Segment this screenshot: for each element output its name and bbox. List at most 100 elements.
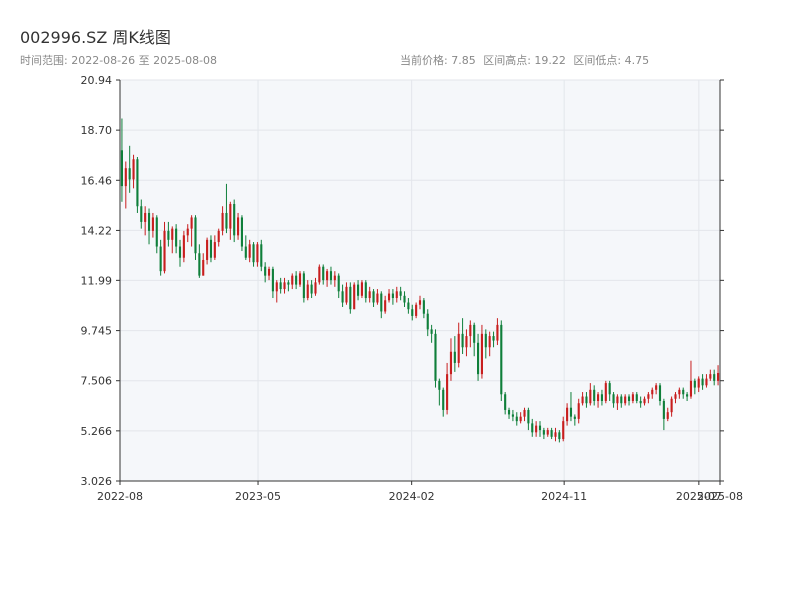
candle-body <box>538 425 542 431</box>
candle-body <box>635 394 638 401</box>
candle-body <box>167 230 170 240</box>
candle-body <box>473 324 476 343</box>
candle-body <box>271 268 274 292</box>
candle-body <box>175 228 178 247</box>
candle-body <box>550 430 553 437</box>
candle-body <box>461 333 464 348</box>
candle-body <box>713 374 716 381</box>
candle-body <box>426 313 429 330</box>
candle-body <box>124 168 127 187</box>
candle-body <box>217 230 220 243</box>
candle-body <box>457 333 460 363</box>
candle-body <box>546 430 549 435</box>
y-tick-label: 5.266 <box>81 425 113 438</box>
candle-body <box>496 324 499 341</box>
y-tick-label: 20.94 <box>81 74 113 87</box>
candle-body <box>504 394 507 410</box>
candle-body <box>488 336 491 348</box>
candle-body <box>542 430 545 435</box>
candle-body <box>608 383 611 395</box>
candle-body <box>391 293 394 299</box>
candle-body <box>140 206 143 222</box>
candle-body <box>387 293 391 301</box>
y-axis-ticks: 20.94 18.70 16.46 14.22 11.99 9.745 7.506 5.266… <box>81 74 724 488</box>
candle-body <box>566 407 569 422</box>
y-tick-label: 7.506 <box>81 375 113 388</box>
candle-body <box>535 425 538 433</box>
candle-body <box>705 378 708 386</box>
y-tick-label: 18.70 <box>81 124 113 137</box>
candle-body <box>670 398 673 413</box>
candle-body <box>693 380 696 388</box>
candle-body <box>275 282 278 292</box>
candle-body <box>329 271 333 281</box>
candle-body <box>624 396 627 404</box>
x-tick-label: 2025-07 <box>676 490 722 503</box>
candle-body <box>589 389 592 404</box>
candle-body <box>507 409 511 415</box>
candle-body <box>368 291 371 299</box>
candle-body <box>581 396 584 404</box>
candle-body <box>407 302 410 310</box>
candle-body <box>357 284 360 296</box>
candle-body <box>252 244 255 263</box>
candle-body <box>418 300 422 305</box>
candle-body <box>651 389 654 395</box>
candle-body <box>237 217 240 236</box>
candle-body <box>403 295 406 303</box>
candle-body <box>399 291 402 296</box>
candle-body <box>682 389 685 395</box>
candle-body <box>306 284 309 299</box>
candle-body <box>492 336 495 341</box>
y-tick-label: 9.745 <box>81 325 113 338</box>
candle-body <box>674 394 677 399</box>
candle-body <box>395 291 398 299</box>
x-tick-label: 2024-11 <box>541 490 587 503</box>
candle-body <box>519 416 522 422</box>
candle-body <box>558 432 561 440</box>
candle-body <box>314 282 317 294</box>
candle-body <box>151 217 154 231</box>
candle-body <box>337 275 340 292</box>
candle-body <box>248 244 251 258</box>
candle-body <box>159 246 162 272</box>
candle-body <box>701 378 704 386</box>
candle-body <box>562 421 565 440</box>
candle-body <box>480 333 483 375</box>
candle-body <box>326 271 329 281</box>
candle-body <box>186 228 189 236</box>
candle-body <box>345 286 348 303</box>
candle-body <box>318 266 321 283</box>
candle-body <box>577 403 580 419</box>
candle-body <box>627 396 631 401</box>
candle-body <box>349 286 352 310</box>
candle-body <box>511 414 514 417</box>
candle-body <box>422 300 425 314</box>
y-tick-label: 16.46 <box>81 174 113 187</box>
candle-body <box>446 374 449 410</box>
x-tick-label: 2024-02 <box>389 490 435 503</box>
candle-body <box>686 394 689 397</box>
candle-body <box>573 416 576 419</box>
candle-body <box>717 373 720 381</box>
candle-body <box>689 380 693 397</box>
candle-body <box>527 409 530 424</box>
range-low-text: 区间低点: 4.75 <box>573 54 650 67</box>
candle-body <box>221 212 224 231</box>
candle-body <box>616 396 619 404</box>
x-tick-label: 2025-08 <box>697 490 743 503</box>
candle-body <box>279 282 282 290</box>
candle-body <box>267 268 271 276</box>
grid-lines <box>119 79 721 482</box>
x-tick-label: 2022-08 <box>97 490 143 503</box>
candle-body <box>465 336 468 348</box>
candle-body <box>597 394 600 401</box>
candle-body <box>469 324 472 337</box>
candles <box>120 118 720 443</box>
candle-body <box>163 230 166 272</box>
candle-body <box>658 385 662 401</box>
current-price-text: 当前价格: 7.85 <box>400 54 476 67</box>
candle-body <box>434 333 437 381</box>
candle-body <box>515 416 518 422</box>
